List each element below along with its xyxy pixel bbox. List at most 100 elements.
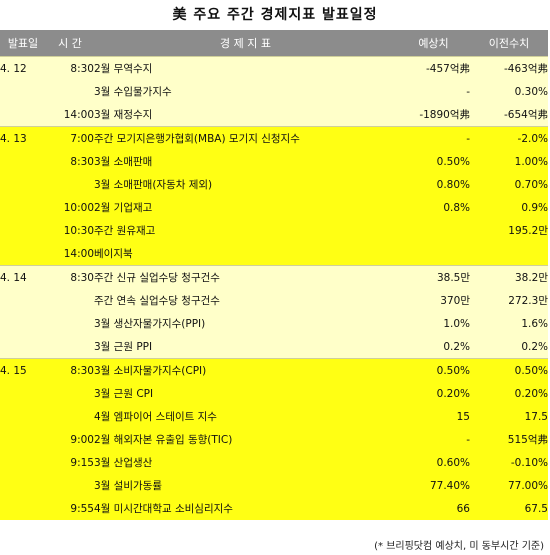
cell-previous: 1.00% [470, 150, 548, 173]
table-row: 9:55 4월 미시간대학교 소비심리지수 66 67.5 [0, 497, 548, 520]
cell-previous: 67.5 [470, 497, 548, 520]
cell-previous: 0.30% [470, 80, 548, 103]
cell-forecast [397, 242, 470, 266]
table-row: 주간 연속 실업수당 청구건수 370만 272.3만 [0, 289, 548, 312]
cell-forecast: 0.50% [397, 150, 470, 173]
cell-date [0, 173, 46, 196]
table-row: 14:00 3월 재정수지 -1890억弗 -654억弗 [0, 103, 548, 127]
cell-previous: 195.2만 [470, 219, 548, 242]
cell-time [46, 80, 94, 103]
table-row: 3월 소매판매(자동차 제외) 0.80% 0.70% [0, 173, 548, 196]
cell-time: 8:30 [46, 150, 94, 173]
header-previous: 이전수치 [470, 30, 548, 57]
cell-forecast: 38.5만 [397, 265, 470, 289]
cell-forecast: 0.2% [397, 335, 470, 359]
cell-indicator: 2월 무역수지 [94, 56, 397, 80]
header-time: 시 간 [46, 30, 94, 57]
cell-date: 4. 15 [0, 358, 46, 382]
table-row: 10:00 2월 기업재고 0.8% 0.9% [0, 196, 548, 219]
cell-indicator: 3월 근원 PPI [94, 335, 397, 359]
table-row: 4. 13 7:00 주간 모기지은행가협회(MBA) 모기지 신청지수 - -2.0% [0, 126, 548, 150]
cell-indicator: 주간 원유재고 [94, 219, 397, 242]
cell-date [0, 497, 46, 520]
cell-previous: 77.00% [470, 474, 548, 497]
cell-indicator: 주간 연속 실업수당 청구건수 [94, 289, 397, 312]
table-body: 4. 12 8:30 2월 무역수지 -457억弗 -463억弗 3월 수입물가지수 -0.… [0, 56, 548, 520]
table-row: 8:30 3월 소매판매 0.50% 1.00% [0, 150, 548, 173]
table-row: 4. 12 8:30 2월 무역수지 -457억弗 -463억弗 [0, 56, 548, 80]
cell-indicator: 2월 해외자본 유출입 동향(TIC) [94, 428, 397, 451]
cell-date [0, 80, 46, 103]
cell-forecast: - [397, 80, 470, 103]
cell-previous: -0.10% [470, 451, 548, 474]
cell-date [0, 219, 46, 242]
cell-date [0, 196, 46, 219]
cell-date: 4. 13 [0, 126, 46, 150]
cell-forecast: - [397, 126, 470, 150]
cell-forecast: 0.50% [397, 358, 470, 382]
cell-forecast: 15 [397, 405, 470, 428]
cell-previous: 38.2만 [470, 265, 548, 289]
cell-indicator: 3월 소비자물가지수(CPI) [94, 358, 397, 382]
cell-date [0, 405, 46, 428]
cell-forecast: 0.60% [397, 451, 470, 474]
cell-previous: 0.50% [470, 358, 548, 382]
cell-forecast [397, 219, 470, 242]
cell-time [46, 312, 94, 335]
cell-indicator: 3월 수입물가지수 [94, 80, 397, 103]
cell-previous: -2.0% [470, 126, 548, 150]
cell-indicator: 주간 모기지은행가협회(MBA) 모기지 신청지수 [94, 126, 397, 150]
header-indicator: 경 제 지 표 [94, 30, 397, 57]
cell-forecast: - [397, 428, 470, 451]
cell-time [46, 335, 94, 359]
cell-time: 9:00 [46, 428, 94, 451]
header-forecast: 예상치 [397, 30, 470, 57]
cell-previous: -654억弗 [470, 103, 548, 127]
cell-date [0, 150, 46, 173]
cell-forecast: -1890억弗 [397, 103, 470, 127]
table-row: 3월 근원 CPI 0.20% 0.20% [0, 382, 548, 405]
schedule-table: 발표일 시 간 경 제 지 표 예상치 이전수치 4. 12 8:30 2월 무역수… [0, 30, 548, 520]
cell-time [46, 405, 94, 428]
cell-time: 10:00 [46, 196, 94, 219]
cell-previous: 0.9% [470, 196, 548, 219]
cell-previous: 272.3만 [470, 289, 548, 312]
footnote: (* 브리핑닷컴 예상치, 미 동부시간 기준) [374, 541, 544, 552]
cell-time: 14:00 [46, 242, 94, 266]
cell-date: 4. 12 [0, 56, 46, 80]
table-row: 10:30 주간 원유재고 195.2만 [0, 219, 548, 242]
cell-time: 8:30 [46, 265, 94, 289]
table-header-row: 발표일 시 간 경 제 지 표 예상치 이전수치 [0, 30, 548, 57]
cell-time: 10:30 [46, 219, 94, 242]
table-row: 14:00 베이지북 [0, 242, 548, 266]
cell-time: 8:30 [46, 358, 94, 382]
table-row: 4월 엠파이어 스테이트 지수 15 17.5 [0, 405, 548, 428]
cell-date [0, 474, 46, 497]
table-row: 4. 15 8:30 3월 소비자물가지수(CPI) 0.50% 0.50% [0, 358, 548, 382]
cell-time: 14:00 [46, 103, 94, 127]
cell-forecast: 0.8% [397, 196, 470, 219]
cell-date: 4. 14 [0, 265, 46, 289]
table-row: 3월 설비가동률 77.40% 77.00% [0, 474, 548, 497]
table-row: 9:00 2월 해외자본 유출입 동향(TIC) -515억弗 [0, 428, 548, 451]
cell-time: 9:15 [46, 451, 94, 474]
cell-date [0, 242, 46, 266]
cell-time: 7:00 [46, 126, 94, 150]
cell-forecast: 370만 [397, 289, 470, 312]
cell-forecast: 0.20% [397, 382, 470, 405]
cell-date [0, 103, 46, 127]
cell-forecast: 66 [397, 497, 470, 520]
cell-date [0, 451, 46, 474]
cell-indicator: 3월 소매판매 [94, 150, 397, 173]
cell-indicator: 베이지북 [94, 242, 397, 266]
table-row: 9:15 3월 산업생산 0.60% -0.10% [0, 451, 548, 474]
cell-time [46, 474, 94, 497]
table-row: 3월 생산자물가지수(PPI) 1.0% 1.6% [0, 312, 548, 335]
cell-indicator: 4월 미시간대학교 소비심리지수 [94, 497, 397, 520]
cell-previous: -463억弗 [470, 56, 548, 80]
table-row: 3월 수입물가지수 -0.30% [0, 80, 548, 103]
cell-time [46, 173, 94, 196]
cell-forecast: -457억弗 [397, 56, 470, 80]
cell-forecast: 0.80% [397, 173, 470, 196]
table-row: 3월 근원 PPI 0.2% 0.2% [0, 335, 548, 359]
